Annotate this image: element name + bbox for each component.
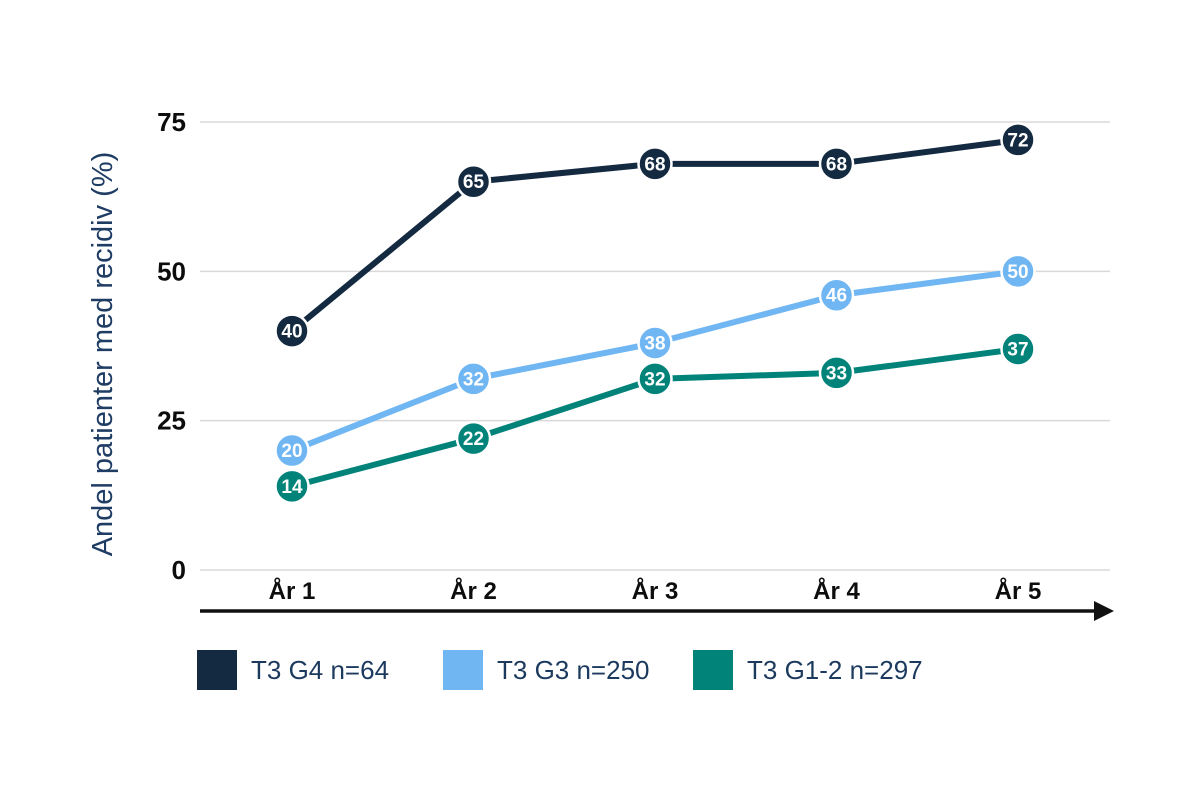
data-point-label: 46 [826,286,847,307]
data-point-marker [637,146,673,182]
legend-item: T3 G1-2 n=297 [693,650,923,690]
x-tick-label: År 5 [995,577,1042,605]
legend-swatch-t3-g3 [443,650,483,690]
y-tick-label: 75 [157,107,186,137]
data-point-label: 37 [1007,339,1028,360]
data-point-marker [274,468,310,505]
data-point-marker [1000,122,1036,158]
legend-label: T3 G4 n=64 [251,655,390,685]
data-point-label: 68 [644,154,665,175]
data-point-marker [818,277,855,313]
data-point-label: 38 [644,334,665,355]
legend-item: T3 G4 n=64 [197,650,389,690]
data-point-label: 68 [826,154,847,175]
data-point-marker [455,163,492,200]
legend-swatch-t3-g4 [197,650,237,690]
data-point-label: 40 [281,322,302,343]
legend: T3 G4 n=64 T3 G3 n=250 T3 G1-2 n=297 [0,650,1200,694]
legend-label: T3 G1-2 n=297 [747,655,923,685]
x-tick-label: År 3 [632,577,679,605]
data-point-label: 72 [1007,130,1028,151]
legend-item: T3 G3 n=250 [443,650,650,690]
y-tick-label: 50 [157,256,186,286]
x-tick-label: År 2 [450,577,497,605]
data-point-marker [637,325,673,361]
data-point-marker [1000,331,1036,367]
data-point-marker [274,432,310,469]
data-point-label: 65 [463,172,485,193]
legend-label: T3 G3 n=250 [497,655,650,685]
data-point-label: 14 [281,477,303,498]
data-point-label: 20 [281,441,302,462]
data-point-marker [818,355,855,391]
data-point-marker [1000,253,1036,290]
data-point-marker [818,146,855,182]
x-axis-arrowhead [1094,601,1114,621]
x-tick-label: År 4 [813,577,860,605]
data-point-marker [455,420,492,457]
data-point-marker [455,361,492,397]
legend-swatch-t3-g1-2 [693,650,733,690]
data-point-label: 33 [826,363,847,384]
data-point-label: 22 [463,429,484,450]
data-point-label: 32 [463,369,484,390]
data-point-marker [637,361,673,397]
y-tick-label: 0 [172,555,186,585]
data-point-marker [274,313,310,349]
y-tick-label: 25 [157,406,186,436]
data-point-label: 50 [1007,262,1028,283]
x-tick-label: År 1 [269,577,316,605]
data-point-label: 32 [644,369,665,390]
